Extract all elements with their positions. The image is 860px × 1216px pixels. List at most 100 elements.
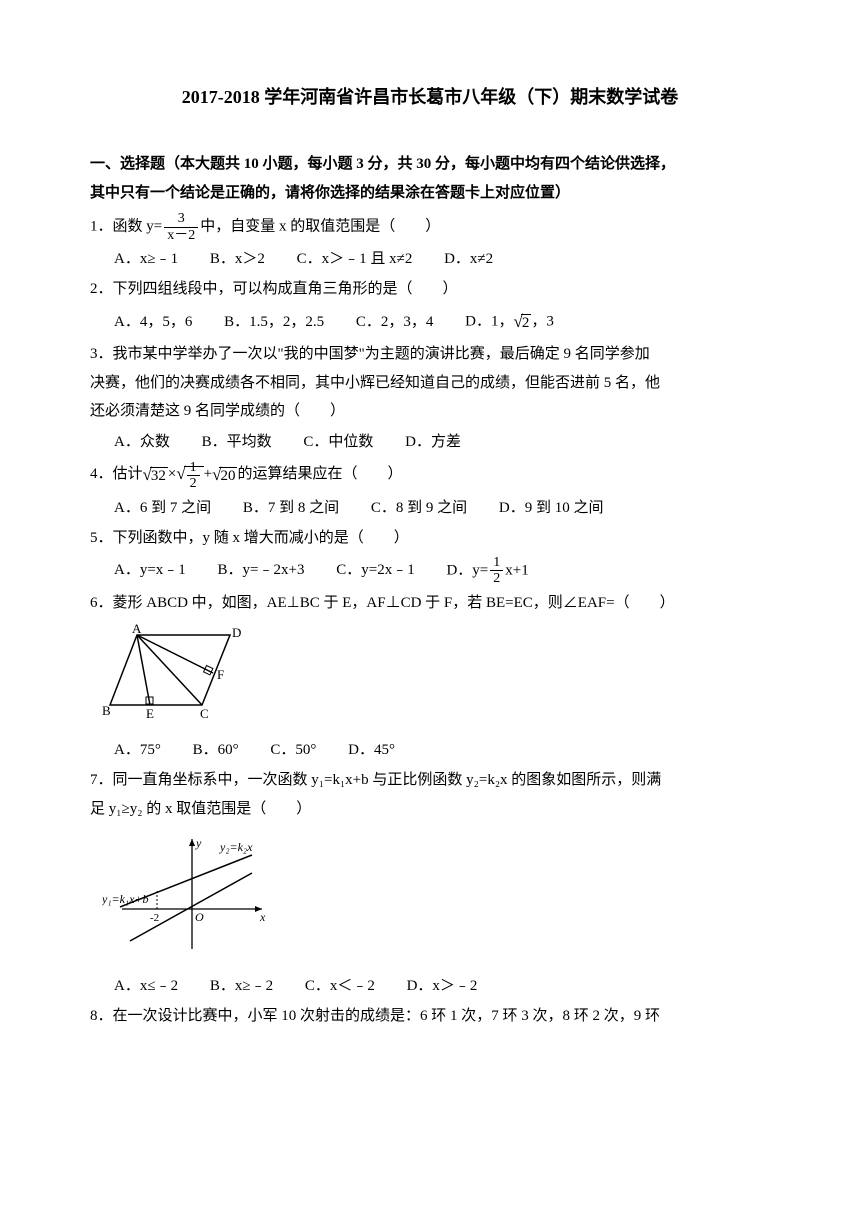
label-E: E bbox=[146, 706, 154, 721]
q1-option-a[interactable]: A．x≥﹣1 bbox=[114, 245, 178, 274]
q7-option-a[interactable]: A．x≤﹣2 bbox=[114, 972, 178, 1001]
q2-d-post: ，3 bbox=[531, 314, 554, 330]
q4-times: × bbox=[168, 466, 176, 482]
q3-line2: 决赛，他们的决赛成绩各不相同，其中小辉已经知道自己的成绩，但能否进前 5 名，他 bbox=[90, 375, 660, 391]
q7-option-d[interactable]: D．x＞﹣2 bbox=[407, 972, 478, 1001]
q5-option-c[interactable]: C．y=2x﹣1 bbox=[336, 556, 414, 585]
axis-x-label: x bbox=[259, 910, 266, 924]
q1-suffix: 中，自变量 x 的取值范围是（ ） bbox=[200, 219, 440, 235]
q3-line3: 还必须清楚这 9 名同学成绩的（ ） bbox=[90, 403, 345, 419]
q4-frac-den: 2 bbox=[187, 476, 200, 491]
question-1-options: A．x≥﹣1 B．x＞2 C．x＞﹣1 且 x≠2 D．x≠2 bbox=[90, 245, 770, 274]
section-heading-line1: 一、选择题（本大题共 10 小题，每小题 3 分，共 30 分，每小题中均有四个… bbox=[90, 156, 675, 172]
label-F: F bbox=[217, 667, 224, 682]
origin-label: O bbox=[195, 910, 204, 924]
question-8: 8．在一次设计比赛中，小军 10 次射击的成绩是：6 环 1 次，7 环 3 次… bbox=[90, 1002, 770, 1031]
q1-fraction: 3x－2 bbox=[164, 211, 198, 243]
q7-option-c[interactable]: C．x＜﹣2 bbox=[305, 972, 375, 1001]
q6-option-d[interactable]: D．45° bbox=[348, 736, 395, 765]
q5-d-fraction: 12 bbox=[490, 555, 503, 587]
q5-d-post: x+1 bbox=[505, 562, 528, 578]
section-heading-line2: 其中只有一个结论是正确的，请将你选择的结果涂在答题卡上对应位置） bbox=[90, 185, 570, 201]
q1-option-b[interactable]: B．x＞2 bbox=[210, 245, 265, 274]
question-5-options: A．y=x﹣1 B．y=﹣2x+3 C．y=2x﹣1 D．y=12x+1 bbox=[90, 555, 770, 587]
q1-prefix: 1．函数 y= bbox=[90, 219, 162, 235]
q4-rad2: 20 bbox=[219, 467, 237, 484]
q2-option-d[interactable]: D．1，√2，3 bbox=[465, 306, 554, 338]
question-4-options: A．6 到 7 之间 B．7 到 8 之间 C．8 到 9 之间 D．9 到 1… bbox=[90, 494, 770, 523]
q3-option-b[interactable]: B．平均数 bbox=[202, 428, 272, 457]
q2-option-b[interactable]: B．1.5，2，2.5 bbox=[224, 308, 324, 337]
q4-suffix: 的运算结果应在（ ） bbox=[237, 466, 402, 482]
q3-option-c[interactable]: C．中位数 bbox=[303, 428, 373, 457]
question-7-figure: y x O -2 y₂=k₂x y₁=k₁x+b bbox=[102, 829, 770, 970]
section-heading: 一、选择题（本大题共 10 小题，每小题 3 分，共 30 分，每小题中均有四个… bbox=[90, 150, 770, 207]
label-B: B bbox=[102, 703, 111, 718]
eq2-label: y₂=k₂x bbox=[219, 840, 253, 854]
q7-option-b[interactable]: B．x≥﹣2 bbox=[210, 972, 273, 1001]
sqrt-icon: √12 bbox=[176, 458, 203, 491]
q4-fraction: 12 bbox=[187, 460, 200, 492]
q1-frac-num: 3 bbox=[164, 211, 198, 227]
coordinate-graph: y x O -2 y₂=k₂x y₁=k₁x+b bbox=[102, 829, 292, 959]
q3-option-a[interactable]: A．众数 bbox=[114, 428, 170, 457]
q6-option-a[interactable]: A．75° bbox=[114, 736, 161, 765]
q1-option-c[interactable]: C．x＞﹣1 且 x≠2 bbox=[297, 245, 413, 274]
q6-option-c[interactable]: C．50° bbox=[270, 736, 316, 765]
question-4-text: 4．估计√32×√12+√20的运算结果应在（ ） bbox=[90, 458, 770, 491]
q6-option-b[interactable]: B．60° bbox=[193, 736, 239, 765]
question-7-text: 7．同一直角坐标系中，一次函数 y₁=k₁x+b 与正比例函数 y₂=k₂x 的… bbox=[90, 766, 770, 823]
question-6: 6．菱形 ABCD 中，如图，AE⊥BC 于 E，AF⊥CD 于 F，若 BE=… bbox=[90, 589, 770, 765]
sqrt-icon: √32 bbox=[143, 459, 168, 491]
q7-line1: 7．同一直角坐标系中，一次函数 y₁=k₁x+b 与正比例函数 y₂=k₂x 的… bbox=[90, 772, 661, 788]
q4-option-d[interactable]: D．9 到 10 之间 bbox=[499, 494, 604, 523]
q4-prefix: 4．估计 bbox=[90, 466, 143, 482]
question-7: 7．同一直角坐标系中，一次函数 y₁=k₁x+b 与正比例函数 y₂=k₂x 的… bbox=[90, 766, 770, 1000]
q5-option-b[interactable]: B．y=﹣2x+3 bbox=[218, 556, 305, 585]
q5-option-a[interactable]: A．y=x﹣1 bbox=[114, 556, 186, 585]
question-8-text: 8．在一次设计比赛中，小军 10 次射击的成绩是：6 环 1 次，7 环 3 次… bbox=[90, 1002, 770, 1031]
q3-line1: 3．我市某中学举办了一次以"我的中国梦"为主题的演讲比赛，最后确定 9 名同学参… bbox=[90, 346, 650, 362]
q2-d-rad: 2 bbox=[521, 314, 532, 331]
q5-d-pre: D．y= bbox=[446, 562, 488, 578]
sqrt-icon: √2 bbox=[513, 306, 531, 338]
label-D: D bbox=[232, 625, 241, 640]
q3-option-d[interactable]: D．方差 bbox=[405, 428, 461, 457]
sqrt-icon: √20 bbox=[212, 459, 237, 491]
question-6-text: 6．菱形 ABCD 中，如图，AE⊥BC 于 E，AF⊥CD 于 F，若 BE=… bbox=[90, 589, 770, 618]
q4-option-c[interactable]: C．8 到 9 之间 bbox=[371, 494, 467, 523]
q1-frac-den: x－2 bbox=[164, 228, 198, 243]
label-C: C bbox=[200, 706, 209, 721]
label-A: A bbox=[132, 623, 142, 636]
question-1-text: 1．函数 y=3x－2中，自变量 x 的取值范围是（ ） bbox=[90, 211, 770, 243]
eq1-label: y₁=k₁x+b bbox=[102, 892, 149, 906]
question-7-options: A．x≤﹣2 B．x≥﹣2 C．x＜﹣2 D．x＞﹣2 bbox=[90, 972, 770, 1001]
q4-option-a[interactable]: A．6 到 7 之间 bbox=[114, 494, 211, 523]
q4-frac-num: 1 bbox=[187, 460, 200, 476]
question-3-text: 3．我市某中学举办了一次以"我的中国梦"为主题的演讲比赛，最后确定 9 名同学参… bbox=[90, 340, 770, 426]
question-5-text: 5．下列函数中，y 随 x 增大而减小的是（ ） bbox=[90, 524, 770, 553]
neg2-label: -2 bbox=[150, 912, 159, 924]
rhombus-diagram: A D B C E F bbox=[102, 623, 252, 723]
q4-option-b[interactable]: B．7 到 8 之间 bbox=[243, 494, 339, 523]
question-2-options: A．4，5，6 B．1.5，2，2.5 C．2，3，4 D．1，√2，3 bbox=[90, 306, 770, 338]
page-title: 2017-2018 学年河南省许昌市长葛市八年级（下）期末数学试卷 bbox=[90, 80, 770, 114]
q2-option-a[interactable]: A．4，5，6 bbox=[114, 308, 192, 337]
q4-rad1: 32 bbox=[150, 467, 168, 484]
q5-d-num: 1 bbox=[490, 555, 503, 571]
question-6-options: A．75° B．60° C．50° D．45° bbox=[90, 736, 770, 765]
question-3: 3．我市某中学举办了一次以"我的中国梦"为主题的演讲比赛，最后确定 9 名同学参… bbox=[90, 340, 770, 456]
question-1: 1．函数 y=3x－2中，自变量 x 的取值范围是（ ） A．x≥﹣1 B．x＞… bbox=[90, 211, 770, 273]
question-5: 5．下列函数中，y 随 x 增大而减小的是（ ） A．y=x﹣1 B．y=﹣2x… bbox=[90, 524, 770, 586]
question-2-text: 2．下列四组线段中，可以构成直角三角形的是（ ） bbox=[90, 275, 770, 304]
question-4: 4．估计√32×√12+√20的运算结果应在（ ） A．6 到 7 之间 B．7… bbox=[90, 458, 770, 522]
q7-line2: 足 y₁≥y₂ 的 x 取值范围是（ ） bbox=[90, 801, 311, 817]
q2-d-pre: D．1， bbox=[465, 314, 513, 330]
question-3-options: A．众数 B．平均数 C．中位数 D．方差 bbox=[90, 428, 770, 457]
q5-option-d[interactable]: D．y=12x+1 bbox=[446, 555, 528, 587]
q4-plus: + bbox=[204, 466, 212, 482]
q1-option-d[interactable]: D．x≠2 bbox=[444, 245, 493, 274]
q5-d-den: 2 bbox=[490, 571, 503, 586]
q2-option-c[interactable]: C．2，3，4 bbox=[356, 308, 434, 337]
axis-y-label: y bbox=[195, 836, 202, 850]
